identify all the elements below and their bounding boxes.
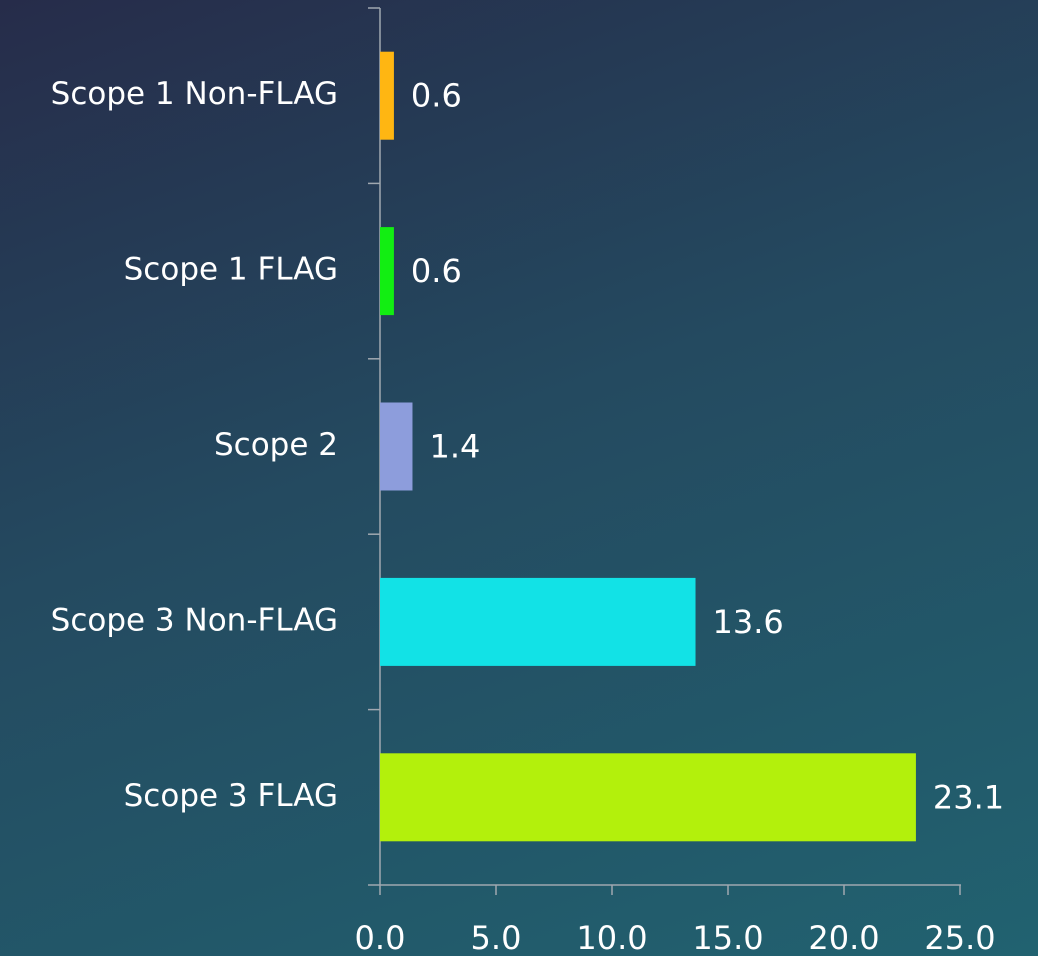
x-tick-label: 15.0 — [692, 919, 763, 956]
x-tick-label: 20.0 — [808, 919, 879, 956]
value-label: 23.1 — [933, 778, 1004, 816]
value-label: 13.6 — [713, 603, 784, 641]
value-label: 1.4 — [429, 428, 480, 466]
x-tick-label: 0.0 — [355, 919, 406, 956]
y-tick-label: Scope 1 FLAG — [124, 252, 338, 288]
bar — [380, 227, 394, 316]
bar — [380, 577, 696, 666]
value-label: 0.6 — [411, 77, 462, 115]
y-tick-label: Scope 1 Non-FLAG — [51, 76, 338, 112]
bar — [380, 402, 413, 491]
y-tick-label: Scope 3 FLAG — [124, 778, 338, 814]
bar — [380, 51, 394, 140]
y-tick-label: Scope 3 Non-FLAG — [51, 602, 338, 638]
x-tick-label: 25.0 — [924, 919, 995, 956]
y-tick-label: Scope 2 — [214, 427, 338, 463]
x-tick-label: 5.0 — [471, 919, 522, 956]
value-label: 0.6 — [411, 252, 462, 290]
x-tick-label: 10.0 — [576, 919, 647, 956]
bar — [380, 753, 916, 842]
